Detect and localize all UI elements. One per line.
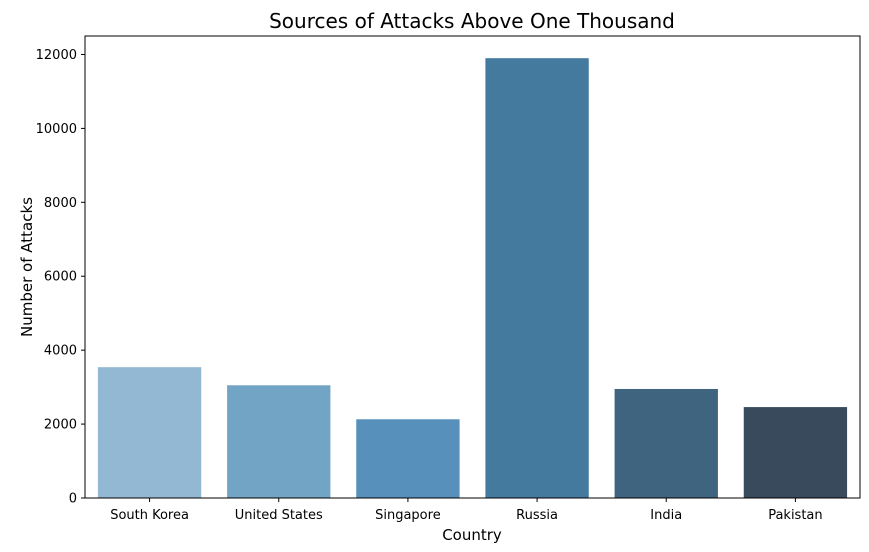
- x-tick-label: South Korea: [110, 508, 189, 523]
- y-tick-label: 8000: [44, 196, 77, 211]
- x-tick-label: United States: [235, 508, 323, 523]
- y-tick-label: 2000: [44, 418, 77, 433]
- y-tick-label: 0: [69, 492, 77, 507]
- y-tick-label: 6000: [44, 270, 77, 285]
- chart-title: Sources of Attacks Above One Thousand: [269, 9, 675, 33]
- x-axis-ticks: South Korea United States Singapore Russia I…: [110, 498, 823, 523]
- y-axis-ticks: 0 2000 4000 6000 8000 10000 12000: [36, 48, 85, 507]
- bar-pakistan: [743, 407, 848, 498]
- bar-india: [614, 388, 718, 498]
- x-tick-label: Russia: [516, 508, 558, 523]
- bar-russia: [485, 58, 589, 499]
- y-axis-label: Number of Attacks: [18, 197, 36, 337]
- y-tick-label: 10000: [36, 122, 77, 137]
- bar-south-korea: [97, 367, 202, 498]
- x-axis-label: Country: [442, 526, 502, 544]
- y-tick-label: 4000: [44, 344, 77, 359]
- x-tick-label: Singapore: [375, 508, 441, 523]
- plot-frame: [84, 35, 861, 499]
- y-tick-label: 12000: [36, 48, 77, 63]
- x-tick-label: India: [650, 508, 682, 523]
- bar-united-states: [227, 385, 331, 498]
- bar-singapore: [356, 419, 460, 498]
- x-tick-label: Pakistan: [768, 508, 822, 523]
- bars-group: [97, 58, 848, 499]
